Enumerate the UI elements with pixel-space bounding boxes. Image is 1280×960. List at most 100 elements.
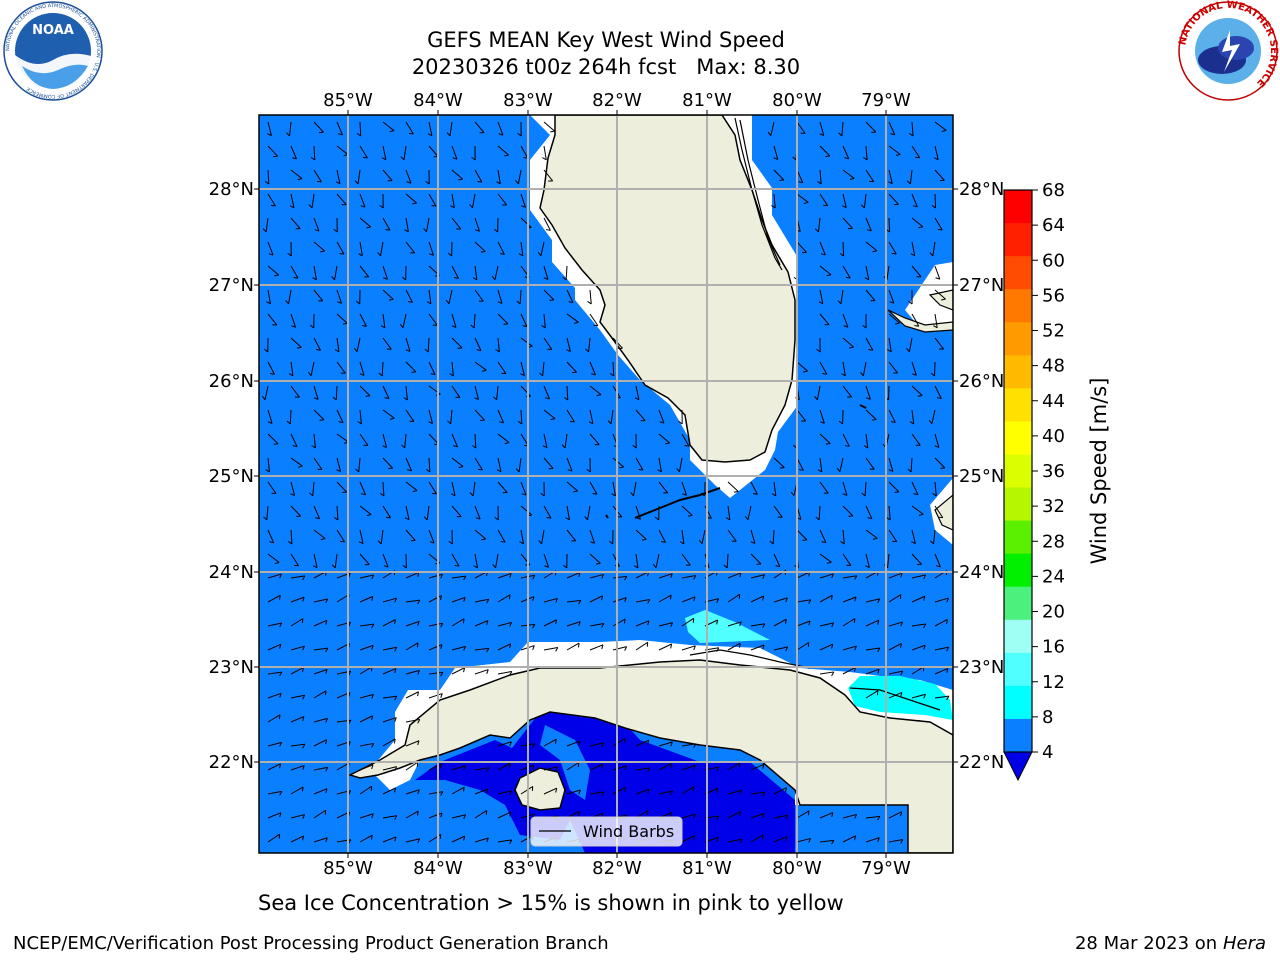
- wind-barb-flag: [854, 596, 857, 602]
- wind-barb: [497, 481, 508, 493]
- wind-barb: [819, 594, 833, 603]
- wind-barb-flag: [565, 517, 570, 521]
- wind-barb: [474, 553, 478, 568]
- wind-barb: [517, 169, 522, 184]
- wind-barb: [313, 837, 328, 843]
- wind-barb: [727, 811, 741, 819]
- wind-barb-flag: [357, 421, 362, 425]
- wind-barb: [934, 481, 937, 496]
- wind-barb-flag: [930, 540, 934, 545]
- wind-barb: [290, 505, 302, 517]
- wind-barb: [773, 193, 776, 208]
- wind-barb-flag: [771, 205, 776, 209]
- wind-barb: [474, 529, 487, 540]
- wind-barb: [448, 289, 453, 304]
- wind-barb-flag: [609, 372, 615, 377]
- wind-barb-flag: [509, 741, 512, 747]
- wind-barb-flag: [900, 572, 903, 578]
- wind-barb: [839, 457, 844, 472]
- wind-barb-flag: [803, 370, 808, 373]
- wind-barb-flag: [816, 348, 821, 353]
- wind-barb-flag: [698, 539, 703, 544]
- wind-barb: [290, 645, 305, 651]
- wind-barb-flag: [692, 786, 695, 792]
- wind-barb: [819, 622, 834, 627]
- wind-barb-flag: [849, 346, 854, 349]
- wind-barb-flag: [452, 157, 458, 160]
- wind-barb: [818, 505, 821, 521]
- wind-barb: [543, 313, 546, 328]
- wind-barb-flag: [331, 276, 335, 281]
- wind-barb-flag: [480, 250, 486, 253]
- wind-barb-flag: [911, 541, 916, 545]
- wind-barb: [543, 265, 549, 280]
- wind-barb-flag: [337, 301, 342, 304]
- colorbar-segment: [1004, 553, 1032, 588]
- wind-barb-flag: [601, 764, 604, 769]
- wind-barb: [934, 597, 949, 603]
- wind-barb: [405, 409, 415, 422]
- wind-barb: [405, 691, 419, 699]
- colorbar-segment: [1004, 520, 1032, 555]
- wind-barb-flag: [814, 228, 819, 233]
- wind-barb: [819, 839, 834, 843]
- wind-barb: [888, 145, 901, 155]
- wind-barb: [382, 738, 396, 747]
- wind-barb: [497, 121, 504, 136]
- wind-barb: [658, 409, 665, 424]
- wind-barb: [566, 385, 569, 401]
- sea-ice-note: Sea Ice Concentration > 15% is shown in …: [258, 891, 844, 915]
- wind-barb-flag: [302, 814, 306, 819]
- wind-barb-flag: [274, 274, 279, 277]
- wind-barb: [405, 217, 409, 232]
- wind-barb: [681, 553, 691, 566]
- wind-barb: [405, 457, 413, 472]
- wind-barb: [382, 787, 396, 795]
- calm-zone-cuba-south: [415, 712, 795, 853]
- wind-barb: [817, 217, 821, 232]
- wind-barb-flag: [371, 645, 374, 650]
- wind-barb-flag: [808, 620, 811, 626]
- wind-barb-flag: [268, 253, 274, 256]
- wind-barb: [819, 553, 832, 563]
- wind-barb-flag: [826, 274, 832, 277]
- wind-barb-flag: [516, 300, 521, 305]
- wind-barb: [796, 457, 804, 471]
- wind-barb-flag: [601, 644, 604, 650]
- wind-barb: [290, 618, 304, 627]
- wind-barb: [773, 169, 785, 181]
- wind-barb: [451, 217, 462, 230]
- wind-barb-flag: [475, 229, 480, 232]
- wind-barb: [336, 481, 348, 493]
- wind-barb-flag: [325, 598, 329, 604]
- wind-barb: [428, 481, 437, 495]
- wind-barb-flag: [578, 740, 581, 746]
- wind-barb: [911, 529, 916, 544]
- wind-barb-flag: [872, 537, 878, 540]
- wind-barb-flag: [416, 811, 419, 816]
- wind-barb: [497, 169, 501, 184]
- colorbar-segments: [1004, 190, 1032, 753]
- wind-barb: [290, 694, 305, 699]
- wind-barb-flag: [596, 394, 602, 397]
- wind-barb-flag: [670, 643, 673, 649]
- wind-barb: [382, 766, 397, 771]
- wind-barb-flag: [601, 623, 605, 628]
- wind-barb-flag: [509, 839, 513, 844]
- wind-barb-flag: [377, 540, 382, 545]
- colorbar-segment: [1004, 685, 1032, 720]
- colorbar-segment: [1004, 223, 1032, 257]
- wind-barb-flag: [798, 469, 804, 471]
- wind-barb-flag: [463, 575, 467, 581]
- wind-barb-flag: [542, 157, 547, 161]
- colorbar-tick-label: 20: [1042, 602, 1065, 623]
- wind-barb: [450, 409, 453, 424]
- wind-barb-flag: [389, 417, 395, 420]
- wind-barb-flag: [555, 766, 559, 772]
- wind-barb-flag: [739, 621, 742, 627]
- wind-barb-flag: [394, 696, 398, 701]
- wind-barb-flag: [739, 790, 742, 795]
- wind-barb: [612, 457, 625, 468]
- wind-barb-flag: [508, 763, 511, 768]
